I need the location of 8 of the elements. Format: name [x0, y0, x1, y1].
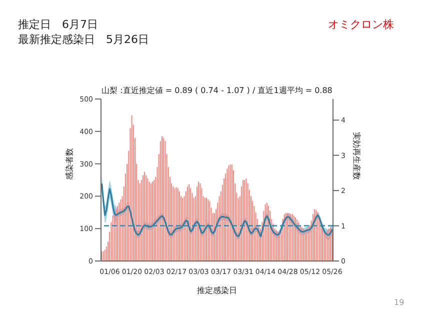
x-axis-title: 推定感染日: [197, 286, 237, 295]
text: オミクロン株: [328, 17, 394, 32]
text: 最新推定感染日 5月26日: [18, 32, 149, 47]
y-axis-title: 感染者数: [64, 148, 74, 180]
text: 19: [394, 298, 404, 307]
chart-title: 山梨 :直近推定値 = 0.89 ( 0.74 - 1.07 ) / 直近1週平均 = 0.88: [101, 85, 333, 96]
y2-axis-title: 実効再生産数: [352, 132, 362, 180]
text: 推定日 6月7日: [18, 17, 98, 32]
